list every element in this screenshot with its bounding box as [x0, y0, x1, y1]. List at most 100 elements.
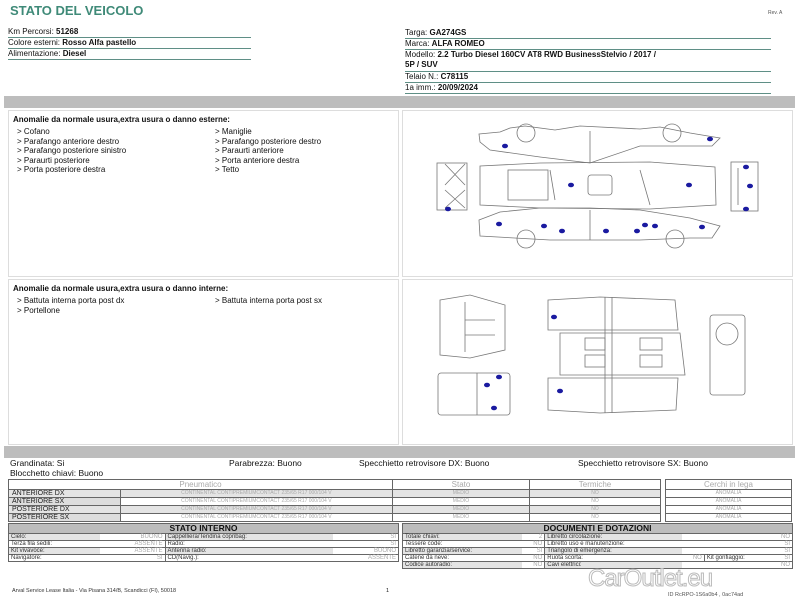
damage-item: > Cofano [17, 127, 50, 136]
info-value: NO [522, 554, 546, 562]
label: Telaio N.: [405, 72, 441, 81]
damage-item: > Battuta interna porta post dx [17, 296, 125, 305]
info-value: ASSENTE [333, 554, 400, 562]
tire-pos: POSTERIORE SX [8, 513, 121, 522]
tire-row: POSTERIORE DX CONTINENTAL CONTIPREMIUMCON… [8, 505, 661, 514]
info-value: 2 [522, 533, 546, 541]
tire-stato: MEDIO [392, 489, 530, 498]
col-termiche: Termiche [529, 479, 661, 490]
tire-termiche: NO [529, 513, 661, 522]
info-label: Navigatore: [7, 554, 100, 562]
info-row: Catene da neve: NO Ruota scorta: NO Kit gonf… [402, 554, 794, 562]
info-label: Libretto uso e manutenzione: [544, 540, 682, 548]
info-value: ASSENTE [99, 540, 166, 548]
value: 2.2 Turbo Diesel 160CV AT8 RWD BusinessS… [437, 50, 656, 59]
damage-dot [502, 143, 508, 149]
label: 1a imm.: [405, 83, 438, 92]
cerchi-value: ANOMALIA [665, 489, 792, 498]
info-value: SI [775, 554, 794, 562]
info-row: Cielo: BUONO Cappelliera/Tendina copribag:… [7, 533, 400, 541]
damage-dot [568, 182, 574, 188]
cerchi-value: ANOMALIA [665, 505, 792, 514]
car-rear-icon [730, 161, 759, 212]
damage-item: > Parafango anteriore destro [17, 136, 120, 146]
exterior-diagram [402, 110, 793, 277]
label: Km Percorsi: [8, 27, 57, 36]
tire-pos: POSTERIORE DX [8, 505, 121, 514]
value: Rosso Alfa pastello [62, 38, 137, 47]
cerchi-value: ANOMALIA [665, 497, 792, 506]
info-label: Radio: [164, 540, 334, 548]
info-label: Catene da neve: [402, 554, 523, 562]
info-label: CD(Navig.): [164, 554, 334, 562]
label: Alimentazione: [8, 49, 63, 58]
exterior-damage-list: Anomalie da normale usura,extra usura o … [8, 110, 399, 277]
tire-tyre: CONTINENTAL CONTIPREMIUMCONTACT 235/65 R… [119, 497, 394, 506]
value: C78115 [440, 72, 469, 81]
car-side-top-icon [478, 123, 721, 164]
targa-field: Targa: GA274GS [405, 28, 771, 39]
footer-id: ID RcRPO-1S6a0b4 , 0ac74ad [668, 592, 744, 598]
page-number: 1 [386, 588, 390, 594]
info-value: NO [522, 561, 546, 569]
info-value: SI [522, 547, 546, 555]
blocchetto-chiavi: Blocchetto chiavi: Buono [10, 467, 104, 478]
tire-tyre: CONTINENTAL CONTIPREMIUMCONTACT 235/65 R… [119, 505, 394, 514]
interior-damage-list: Anomalie da normale usura,extra usura o … [8, 279, 399, 445]
damage-dot [557, 388, 563, 394]
colore-field: Colore esterni: Rosso Alfa pastello [8, 38, 251, 49]
damage-dot [652, 223, 658, 229]
cerchi-table: Cerchi in lega ANOMALIA ANOMALIA ANOMALIA A… [665, 479, 792, 522]
info-label: Antenna radio: [164, 547, 334, 555]
section-divider [4, 446, 795, 458]
documenti-table: DOCUMENTI E DOTAZIONI Totale chiavi: 2 Lib… [402, 523, 794, 569]
info-value: NO [522, 540, 546, 548]
alimentazione-field: Alimentazione: Diesel [8, 49, 251, 60]
damage-item: > Porta anteriore destra [215, 155, 300, 165]
damage-item: > Parafango posteriore destro [215, 136, 322, 146]
damage-dot [686, 182, 692, 188]
label: Marca: [405, 39, 432, 48]
imm-field: 1a imm.: 20/09/2024 [405, 83, 771, 94]
info-label: Kit vivavoce: [7, 547, 100, 555]
damage-item: > Parafango posteriore sinistro [17, 146, 127, 155]
info-label: Totale chiavi: [402, 533, 523, 541]
info-row: Libretto garanzia/service: SI Triangolo di… [402, 547, 793, 555]
info-value: NO [681, 554, 705, 562]
info-row: Totale chiavi: 2 Libretto circolazione: NO [402, 533, 793, 541]
info-label: Triangolo di emergenza: [544, 547, 682, 555]
damage-dot [603, 228, 609, 234]
damage-item: > Porta posteriore destra [17, 165, 106, 174]
label: Modello: [405, 50, 438, 59]
revision: Rev. A [768, 10, 783, 16]
damage-dot [551, 314, 557, 320]
damage-dot [707, 136, 713, 142]
info-row: Codice autoradio: NO Cavi elettrici: NO [402, 561, 793, 569]
damage-item: > Maniglie [215, 127, 252, 136]
stato-interno-title: STATO INTERNO [8, 523, 399, 534]
grandinata: Grandinata: Si [10, 458, 65, 468]
damage-item: > Portellone [17, 305, 60, 315]
damage-dot [484, 382, 490, 388]
damage-item: > Paraurti anteriore [215, 146, 284, 155]
info-row: Kit vivavoce: ASSENTE Antenna radio: BUONO [7, 547, 400, 555]
info-value: SI [99, 554, 166, 562]
col-cerchi: Cerchi in lega [665, 479, 792, 490]
info-value: NO [681, 533, 793, 541]
damage-item: > Battuta interna porta post sx [215, 296, 322, 305]
tire-stato: MEDIO [392, 497, 530, 506]
exterior-heading: Anomalie da normale usura,extra usura o … [13, 115, 230, 124]
info-row: Tessere code: NO Libretto uso e manutenzio… [402, 540, 793, 548]
tire-tyre: CONTINENTAL CONTIPREMIUMCONTACT 235/65 R… [119, 513, 394, 522]
tires-table: Pneumatico Stato Termiche ANTERIORE DX CONT… [8, 479, 661, 522]
damage-dot [496, 221, 502, 227]
page-title: STATO DEL VEICOLO [10, 3, 144, 18]
value: 51268 [56, 27, 79, 36]
damage-dot [445, 206, 451, 212]
info-label: Ruota scorta: [544, 554, 682, 562]
info-value: SI [333, 540, 400, 548]
info-value: SI [333, 533, 400, 541]
car-diagrams [436, 123, 759, 416]
damage-dot [747, 183, 753, 189]
value: GA274GS [429, 28, 467, 37]
